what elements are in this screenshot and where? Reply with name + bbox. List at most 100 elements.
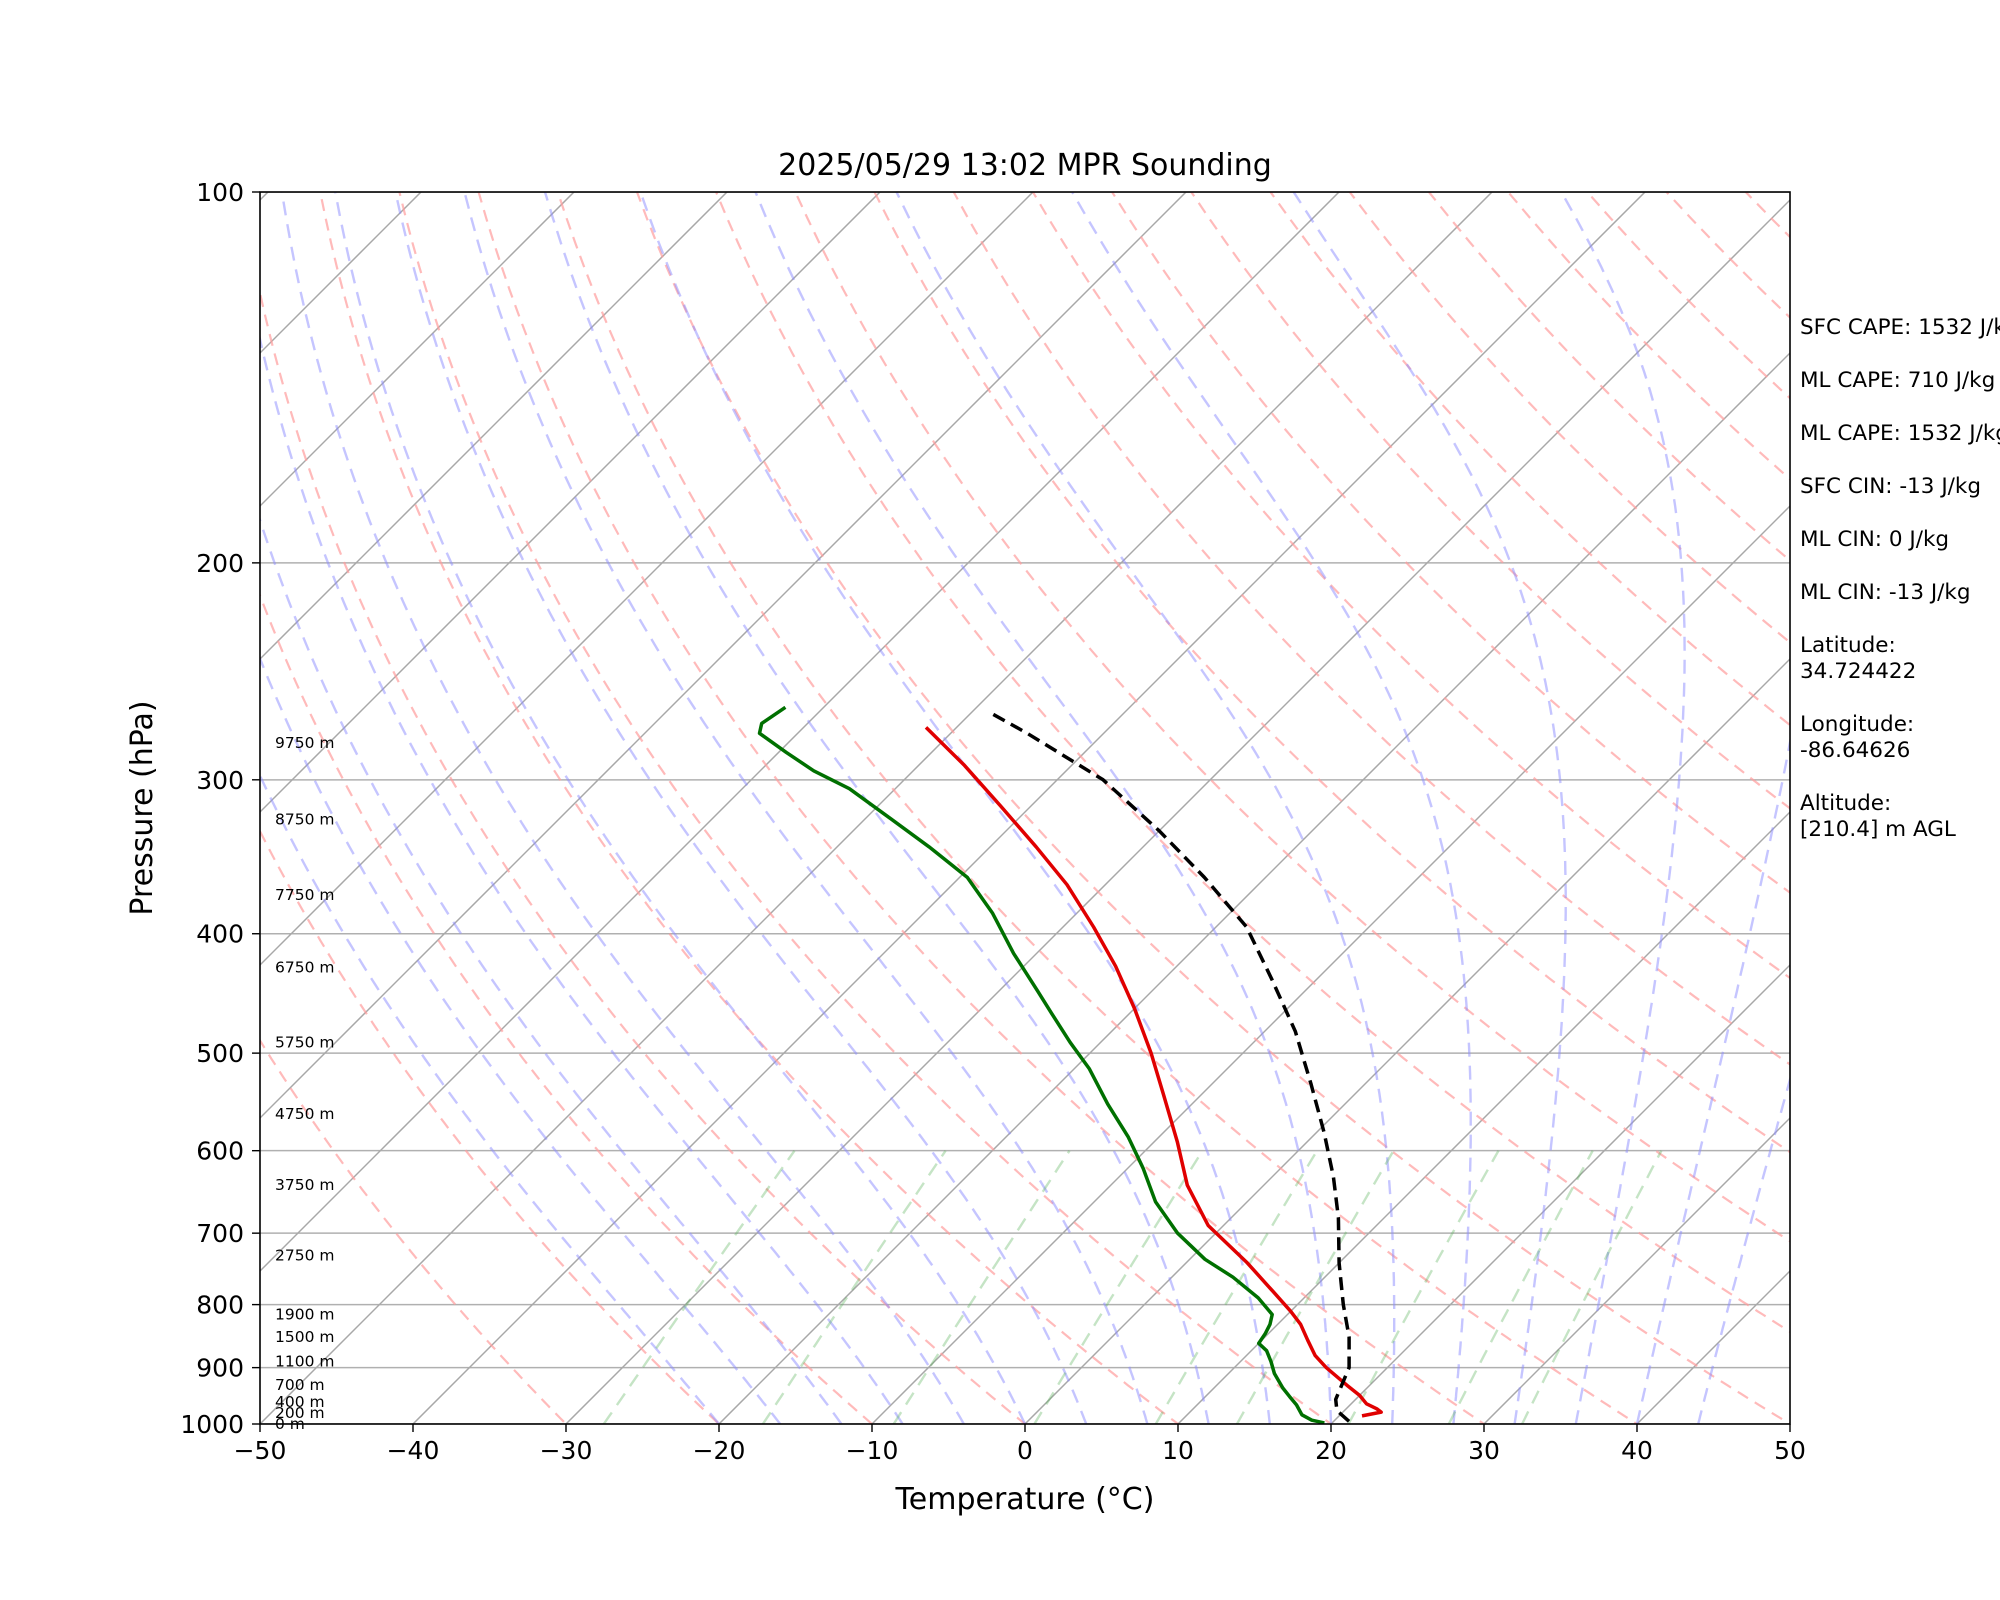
x-tick-label: 50 [1774, 1436, 1806, 1465]
height-label: 200 m [275, 1404, 325, 1422]
sfc-cin-text: SFC CIN: -13 J/kg [1800, 474, 1982, 499]
chart-title: 2025/05/29 13:02 MPR Sounding [778, 148, 1272, 183]
sounding-profiles [757, 705, 1383, 1424]
dry-adiabat-line [1110, 192, 1790, 895]
isotherm-line [1176, 810, 1790, 1424]
isotherm-line [260, 192, 576, 508]
x-tick-label: −10 [846, 1436, 899, 1465]
x-tick-label: −30 [540, 1436, 593, 1465]
sfc-cape-text: SFC CAPE: 1532 J/kg [1800, 315, 2000, 340]
x-tick-label: 30 [1468, 1436, 1500, 1465]
y-tick-label: 700 [196, 1219, 244, 1248]
x-tick-label: 40 [1621, 1436, 1653, 1465]
height-label: 5750 m [275, 1033, 334, 1051]
dry-adiabat-line [556, 192, 1640, 1424]
isotherm-line [1023, 657, 1790, 1424]
y-tick-label: 200 [196, 549, 244, 578]
height-label: 9750 m [275, 734, 334, 752]
isotherm-line [411, 192, 1647, 1424]
dewpoint-profile [757, 705, 1325, 1424]
moist-adiabat-line [1635, 736, 1790, 1424]
moist-adiabat-line [260, 334, 904, 1424]
mixing-ratio-line [1033, 1150, 1204, 1424]
height-label: 0 m [275, 1415, 305, 1433]
ml-cin-text-2: ML CIN: -13 J/kg [1800, 580, 1971, 605]
dry-adiabat-line [260, 288, 1027, 1424]
y-tick-label: 600 [196, 1137, 244, 1166]
x-axis-ticks: −50 −40 −30 −20 −10 0 10 20 30 40 50 [234, 1424, 1806, 1465]
isotherm-line [717, 351, 1790, 1424]
ml-cin-text: ML CIN: 0 J/kg [1800, 527, 1950, 552]
mixing-ratio-line [761, 1150, 947, 1424]
mixing-ratio-line [1154, 1150, 1319, 1424]
temperature-profile [924, 726, 1383, 1418]
y-tick-label: 900 [196, 1354, 244, 1383]
height-label: 7750 m [275, 886, 334, 904]
height-label: 4750 m [275, 1105, 334, 1123]
moist-adiabat-line [334, 192, 1027, 1424]
y-tick-label: 800 [196, 1291, 244, 1320]
height-label: 1900 m [275, 1306, 334, 1324]
isotherm-line [260, 192, 1035, 967]
y-axis-label: Pressure (hPa) [125, 700, 160, 915]
moist-adiabat-line [260, 516, 843, 1424]
y-axis-ticks: 1000 900 800 700 600 500 400 300 200 100 [180, 178, 260, 1439]
moist-adiabat-line [1560, 192, 1686, 1424]
moist-adiabat-line [463, 192, 1149, 1424]
x-axis-label: Temperature (°C) [895, 1482, 1155, 1517]
mixing-ratio-line [892, 1150, 1071, 1424]
moist-adiabat-line [754, 192, 1333, 1424]
height-label: 1500 m [275, 1328, 334, 1346]
ml-cape-text-2: ML CAPE: 1532 J/kg [1800, 421, 2000, 446]
height-label: 400 m [275, 1393, 325, 1411]
isotherm-line [260, 192, 882, 814]
ml-cape-text: ML CAPE: 710 J/kg [1800, 368, 1996, 393]
background-reference-lines [260, 192, 1790, 1424]
dry-adiabat-line [398, 192, 1333, 1424]
y-tick-label: 1000 [180, 1410, 244, 1439]
mixing-ratio-line [602, 1150, 796, 1424]
isotherm-line [870, 504, 1790, 1424]
mixing-ratio-line [1521, 1150, 1663, 1424]
moist-adiabat-line [1697, 1075, 1790, 1424]
y-tick-label: 100 [196, 178, 244, 207]
x-tick-label: 20 [1315, 1436, 1347, 1465]
isotherm-line [1329, 963, 1790, 1424]
height-label: 6750 m [275, 958, 334, 976]
altitude-text: Altitude: [210.4] m AGL [1800, 791, 1956, 842]
dry-adiabat-line [260, 592, 874, 1424]
latitude-text: Latitude: 34.724422 [1800, 633, 1917, 684]
x-tick-label: 10 [1162, 1436, 1194, 1465]
height-label: 3750 m [275, 1176, 334, 1194]
x-tick-label: 0 [1017, 1436, 1033, 1465]
moist-adiabat-line [260, 655, 782, 1424]
sounding-info-panel: SFC CAPE: 1532 J/kg ML CAPE: 710 J/kg ML… [1800, 315, 2000, 870]
moist-adiabat-line [280, 192, 965, 1424]
dry-adiabat-line [260, 1038, 568, 1424]
longitude-text: Longitude: -86.64626 [1800, 712, 1915, 763]
dry-adiabat-line [260, 828, 721, 1424]
moist-adiabat-line [1292, 192, 1567, 1424]
height-label: 700 m [275, 1376, 325, 1394]
x-tick-label: −40 [387, 1436, 440, 1465]
dry-adiabat-line [1189, 192, 1790, 810]
dry-adiabat-line [319, 192, 1180, 1424]
height-label: 8750 m [275, 810, 334, 828]
dry-adiabat-line [1031, 192, 1790, 980]
y-tick-label: 400 [196, 920, 244, 949]
x-tick-label: −50 [234, 1436, 287, 1465]
y-tick-label: 500 [196, 1039, 244, 1068]
dry-adiabat-line [635, 192, 1790, 1424]
isotherm-line [260, 192, 1188, 1120]
x-tick-label: −20 [693, 1436, 746, 1465]
isotherm-line [260, 192, 1341, 1273]
isotherm-line [260, 192, 729, 661]
height-label: 2750 m [275, 1247, 334, 1265]
isotherm-line [564, 198, 1790, 1424]
height-label: 1100 m [275, 1353, 334, 1371]
parcel-profile [987, 709, 1351, 1423]
y-tick-label: 300 [196, 766, 244, 795]
moist-adiabat-line [394, 192, 1088, 1424]
